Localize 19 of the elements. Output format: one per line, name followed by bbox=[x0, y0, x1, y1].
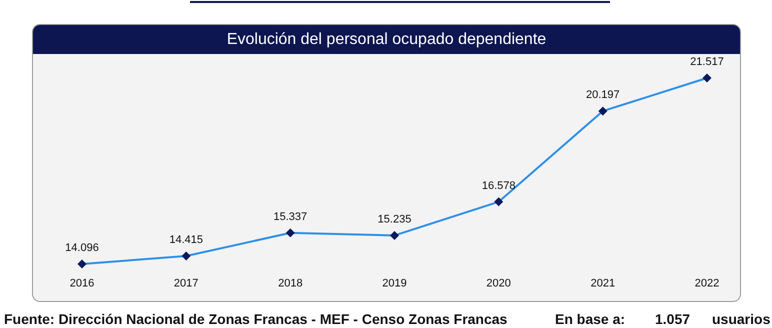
chart-title: Evolución del personal ocupado dependiente bbox=[33, 25, 740, 54]
x-tick-label: 2017 bbox=[174, 278, 198, 290]
x-tick-label: 2019 bbox=[382, 278, 407, 290]
data-label: 21.517 bbox=[690, 56, 724, 68]
text: usuarios bbox=[712, 311, 770, 327]
data-label: 15.337 bbox=[274, 210, 308, 223]
x-tick-label: 2016 bbox=[70, 278, 94, 290]
data-label: 20.197 bbox=[586, 89, 620, 102]
x-tick-label: 2022 bbox=[694, 278, 720, 290]
data-label: 15.235 bbox=[378, 213, 412, 226]
x-tick-label: 2018 bbox=[278, 278, 303, 290]
data-label: 14.096 bbox=[65, 242, 99, 254]
text: En base a: bbox=[555, 311, 626, 327]
text: 1.057 bbox=[655, 311, 690, 327]
x-tick-label: 2021 bbox=[590, 278, 616, 290]
x-tick-label: 2020 bbox=[486, 278, 511, 290]
source-note: Fuente: Dirección Nacional de Zonas Francas - MEF - Censo Zonas Francas bbox=[4, 311, 508, 327]
data-label: 16.578 bbox=[482, 180, 516, 192]
data-label: 14.415 bbox=[169, 234, 203, 246]
